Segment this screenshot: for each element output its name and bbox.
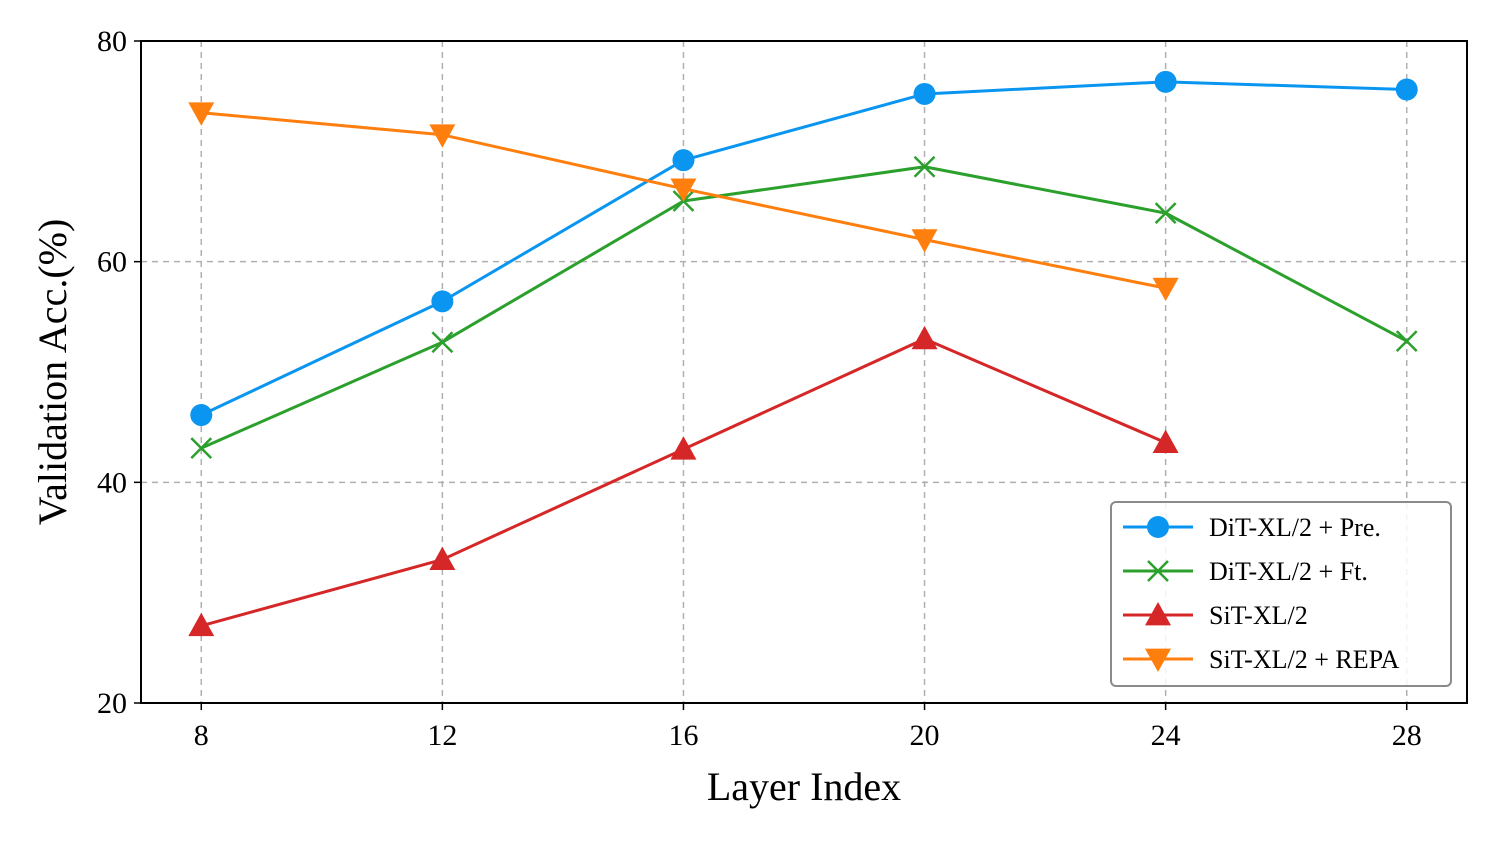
data-point [429,546,456,570]
data-point [672,149,695,172]
x-tick-label: 16 [668,719,698,752]
legend-marker [1147,560,1169,582]
data-point [188,102,215,126]
x-tick-label: 28 [1392,719,1422,752]
data-point [911,325,938,350]
data-point [1154,202,1177,225]
data-point [1154,70,1177,93]
legend-label: SiT-XL/2 + REPA [1209,645,1400,674]
y-tick-label: 80 [97,25,127,58]
legend-label: DiT-XL/2 + Pre. [1209,513,1381,542]
data-point [1395,330,1418,352]
legend-entry: SiT-XL/2 + REPA [1123,645,1400,674]
y-axis-label: Validation Acc.(%) [30,219,75,526]
legend-entry: DiT-XL/2 + Pre. [1123,513,1381,542]
data-point [1152,429,1179,454]
series-dit-xl-2-pre [190,70,1418,427]
series-line [200,165,1408,450]
legend-box [1110,501,1452,687]
series-dit-xl-2-ft [190,155,1418,460]
data-point [190,437,213,460]
legend-marker [1145,648,1171,672]
legend: DiT-XL/2 + Pre. DiT-XL/2 + Ft. SiT-XL/2 SiT… [1110,501,1452,687]
series-line [200,80,1407,417]
series-sit-xl-2 [188,325,1179,637]
data-point [190,404,213,427]
plot-frame [140,40,1468,704]
data-point [911,229,938,253]
legend-marker [1147,516,1169,538]
data-point [670,436,697,460]
y-tick-label: 40 [97,466,127,499]
data-point [670,178,697,202]
data-point [188,612,215,637]
x-axis-ticks: 8 12 16 20 24 28 [194,703,1422,752]
data-point [429,124,456,148]
x-axis-label: Layer Index [707,764,901,809]
data-point [913,155,936,178]
x-tick-label: 20 [910,719,940,752]
data-point [431,290,454,313]
y-tick-label: 60 [97,246,127,279]
series-layer [188,70,1418,637]
legend-entry: DiT-XL/2 + Ft. [1123,557,1368,586]
series-sit-xl-2-repa [188,102,1179,302]
data-point [1395,78,1418,101]
data-point [913,82,936,105]
data-point [431,331,454,354]
y-axis-ticks: 20 40 60 80 [97,25,141,720]
legend-label: DiT-XL/2 + Ft. [1209,557,1368,586]
legend-marker [1145,602,1171,626]
x-tick-label: 8 [194,719,209,752]
x-tick-label: 12 [427,719,457,752]
data-point [1152,277,1179,302]
legend-label: SiT-XL/2 [1209,601,1308,630]
legend-entry: SiT-XL/2 [1123,601,1308,630]
y-tick-label: 20 [97,687,127,720]
x-tick-label: 24 [1151,719,1181,752]
